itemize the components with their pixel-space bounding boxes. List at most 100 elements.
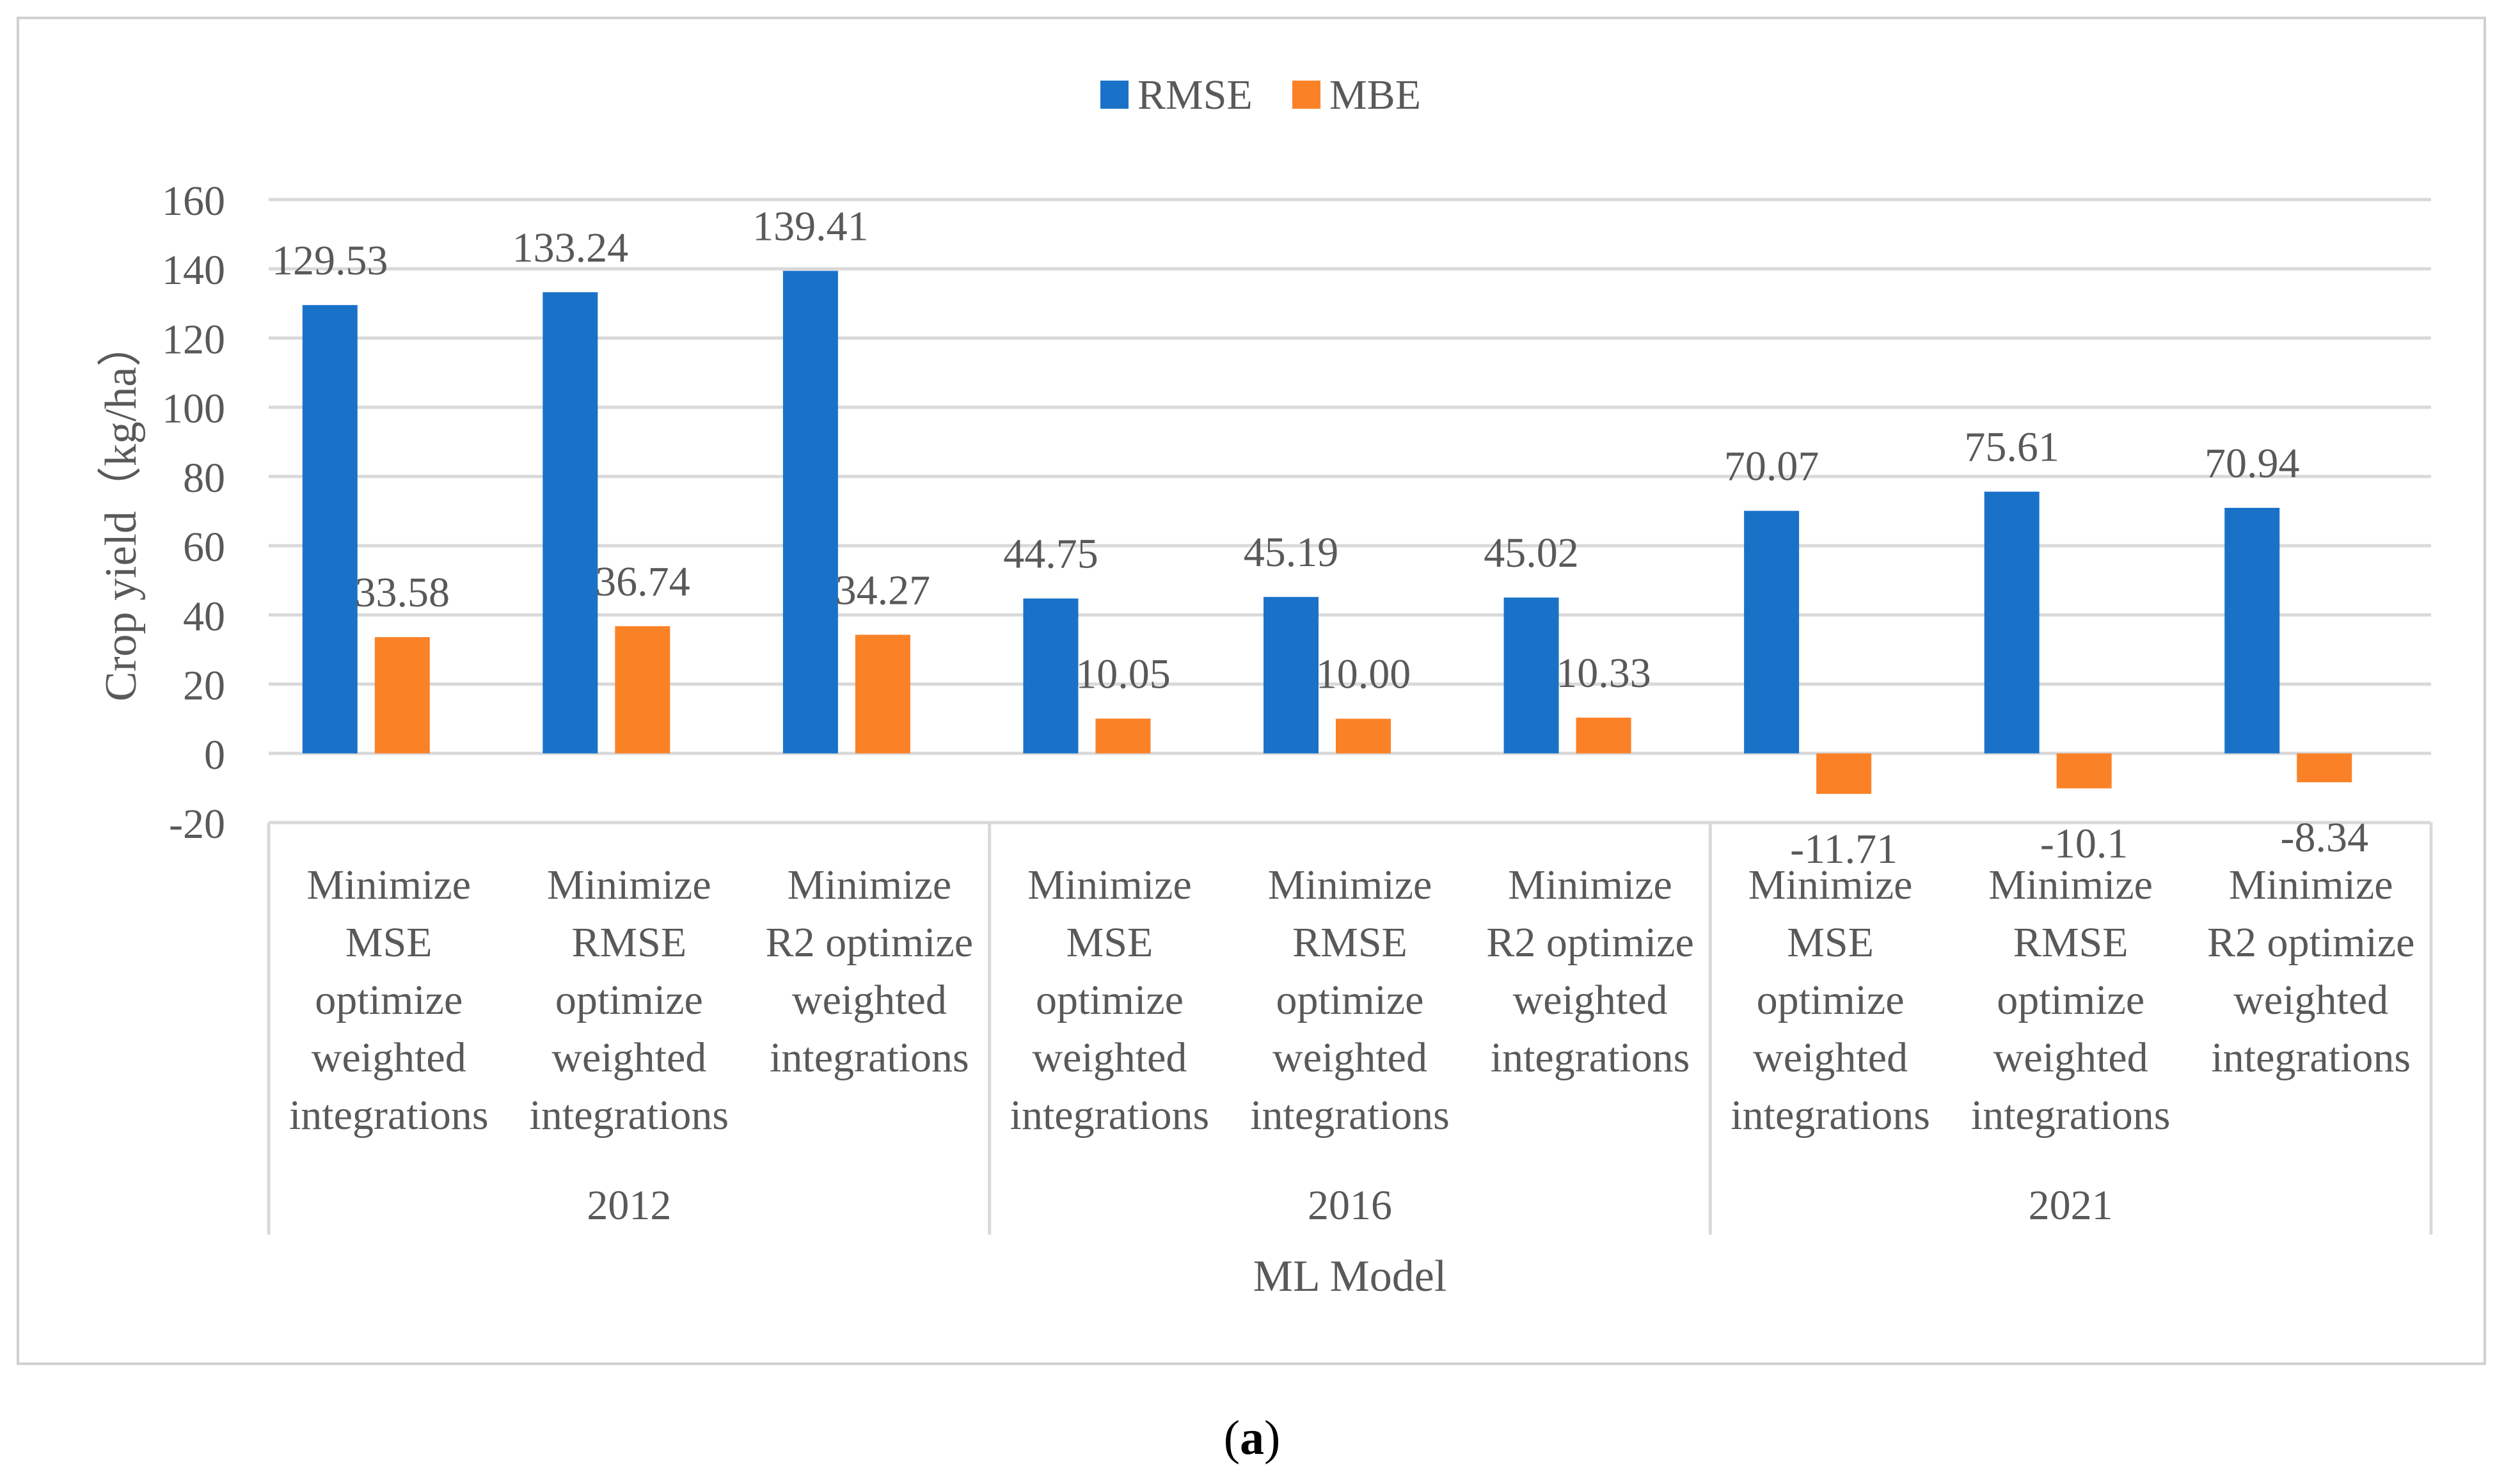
bar-mbe bbox=[855, 635, 910, 754]
category-label-line: integrations bbox=[1971, 1092, 2171, 1139]
bar-mbe bbox=[615, 626, 670, 754]
data-label-rmse: 133.24 bbox=[512, 225, 629, 271]
y-tick-label: 140 bbox=[162, 247, 225, 294]
category-label-line: RMSE bbox=[2013, 919, 2128, 966]
category-label-line: Minimize bbox=[1268, 862, 1432, 908]
data-label-rmse: 70.07 bbox=[1724, 443, 1819, 490]
data-label-mbe: -10.1 bbox=[2040, 820, 2128, 867]
legend-swatch-mbe bbox=[1292, 81, 1320, 109]
category-label-line: RMSE bbox=[571, 919, 686, 966]
y-axis-title: Crop yield（kg/ha） bbox=[97, 322, 146, 702]
bar-mbe bbox=[2297, 753, 2352, 782]
category-label-line: weighted bbox=[312, 1034, 466, 1081]
category-label-line: MSE bbox=[1787, 919, 1874, 966]
y-tick-label: 0 bbox=[204, 732, 225, 778]
data-label-mbe: 33.58 bbox=[355, 569, 450, 616]
bar-rmse bbox=[543, 292, 598, 754]
category-label-line: integrations bbox=[770, 1034, 969, 1081]
category-label-line: integrations bbox=[1250, 1092, 1450, 1139]
category-label-line: weighted bbox=[551, 1034, 706, 1081]
category-label-line: optimize bbox=[1757, 977, 1905, 1023]
bar-mbe bbox=[1095, 718, 1151, 754]
bar-mbe bbox=[374, 637, 430, 754]
category-label-line: optimize bbox=[1997, 977, 2144, 1023]
y-tick-label: 120 bbox=[162, 316, 225, 363]
category-label-line: R2 optimize bbox=[2207, 919, 2414, 966]
category-label-line: weighted bbox=[1272, 1034, 1427, 1081]
bar-rmse bbox=[782, 271, 838, 754]
category-label-line: optimize bbox=[315, 977, 463, 1023]
group-label: 2016 bbox=[1308, 1182, 1392, 1229]
data-label-rmse: 70.94 bbox=[2205, 440, 2300, 487]
category-label-line: Minimize bbox=[788, 862, 952, 908]
y-tick-label: 20 bbox=[183, 663, 225, 709]
category-label-line: optimize bbox=[555, 977, 703, 1023]
category-label-line: Minimize bbox=[1027, 862, 1192, 908]
bar-mbe bbox=[1336, 718, 1391, 754]
category-label-line: RMSE bbox=[1292, 919, 1407, 966]
category-label-line: weighted bbox=[2233, 977, 2388, 1023]
category-label-line: Minimize bbox=[306, 862, 471, 908]
data-label-rmse: 45.02 bbox=[1484, 530, 1579, 576]
category-label-line: Minimize bbox=[1988, 862, 2153, 908]
bar-rmse bbox=[1503, 597, 1559, 754]
category-label-line: weighted bbox=[1513, 977, 1668, 1023]
category-label-line: Minimize bbox=[547, 862, 711, 908]
bar-rmse bbox=[302, 304, 358, 754]
group-label: 2021 bbox=[2029, 1182, 2113, 1229]
data-label-rmse: 44.75 bbox=[1003, 531, 1098, 578]
category-label-line: integrations bbox=[1010, 1092, 1210, 1139]
category-label-line: integrations bbox=[1731, 1092, 1930, 1139]
legend-label-rmse: RMSE bbox=[1137, 72, 1253, 118]
x-axis-title: ML Model bbox=[1253, 1252, 1447, 1301]
data-label-mbe: 10.05 bbox=[1075, 651, 1171, 697]
category-label-line: weighted bbox=[1993, 1034, 2148, 1081]
category-label-line: weighted bbox=[1753, 1034, 1908, 1081]
group-label: 2012 bbox=[587, 1182, 671, 1229]
bar-mbe bbox=[1816, 753, 1872, 794]
category-label-line: integrations bbox=[2211, 1034, 2411, 1081]
category-label-line: integrations bbox=[530, 1092, 729, 1139]
category-label-line: R2 optimize bbox=[1486, 919, 1693, 966]
category-label-line: MSE bbox=[1066, 919, 1153, 966]
category-label-line: integrations bbox=[289, 1092, 489, 1139]
y-tick-label: 80 bbox=[183, 455, 225, 501]
category-label-line: optimize bbox=[1036, 977, 1184, 1023]
legend-swatch-rmse bbox=[1100, 81, 1129, 109]
bar-mbe bbox=[2056, 753, 2112, 789]
bar-rmse bbox=[2224, 507, 2280, 754]
data-label-rmse: 129.53 bbox=[272, 237, 388, 284]
bar-rmse bbox=[1264, 597, 1319, 754]
caption-label: a bbox=[1240, 1411, 1264, 1465]
data-label-rmse: 139.41 bbox=[752, 203, 869, 249]
category-label-line: integrations bbox=[1491, 1034, 1690, 1081]
data-label-mbe: -8.34 bbox=[2280, 814, 2368, 861]
caption-open-paren: ( bbox=[1223, 1411, 1240, 1465]
y-tick-label: 100 bbox=[162, 386, 225, 432]
category-label-line: optimize bbox=[1276, 977, 1424, 1023]
y-tick-label: 40 bbox=[183, 593, 225, 640]
data-label-mbe: 34.27 bbox=[836, 567, 931, 613]
legend-label-mbe: MBE bbox=[1329, 72, 1421, 118]
data-label-rmse: 45.19 bbox=[1244, 529, 1339, 576]
y-tick-label: -20 bbox=[169, 801, 225, 848]
bar-mbe bbox=[1576, 717, 1631, 754]
y-tick-label: 60 bbox=[183, 524, 225, 571]
bar-rmse bbox=[1023, 598, 1079, 754]
figure-caption: (a) bbox=[0, 1410, 2504, 1466]
data-label-rmse: 75.61 bbox=[1964, 424, 2059, 471]
category-label-line: MSE bbox=[345, 919, 432, 966]
category-label-line: weighted bbox=[1032, 1034, 1187, 1081]
bar-rmse bbox=[1984, 491, 2040, 754]
category-label-line: R2 optimize bbox=[766, 919, 973, 966]
caption-close-paren: ) bbox=[1264, 1411, 1281, 1465]
category-label-line: Minimize bbox=[2229, 862, 2393, 908]
category-label-line: Minimize bbox=[1748, 862, 1913, 908]
data-label-mbe: -11.71 bbox=[1790, 826, 1898, 872]
bar-rmse bbox=[1744, 510, 1800, 754]
data-label-mbe: 10.00 bbox=[1316, 651, 1411, 698]
y-tick-label: 160 bbox=[162, 178, 225, 225]
data-label-mbe: 10.33 bbox=[1556, 650, 1651, 697]
category-label-line: weighted bbox=[792, 977, 947, 1023]
